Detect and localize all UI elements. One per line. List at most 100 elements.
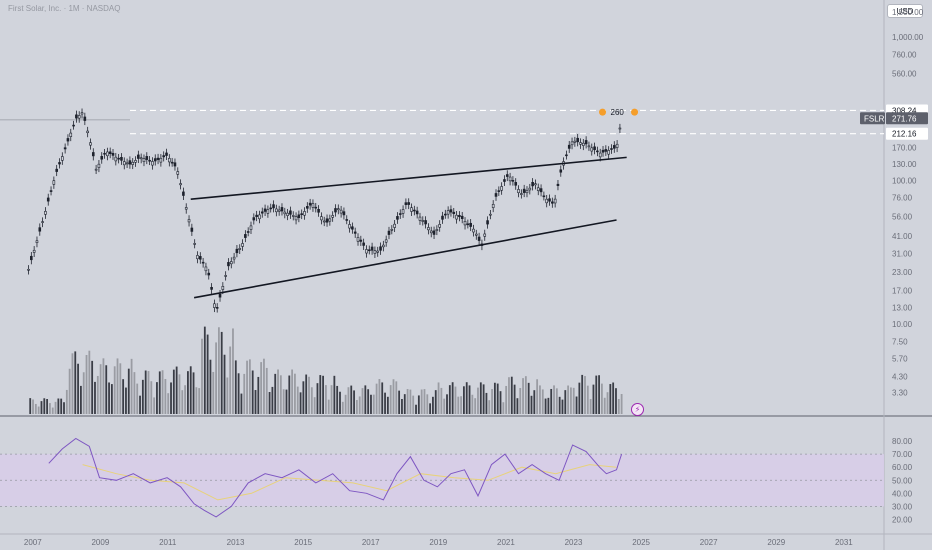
volume-bar xyxy=(229,346,232,414)
volume-bar xyxy=(522,378,524,414)
candle-body xyxy=(165,152,168,156)
candle-body xyxy=(517,189,520,194)
volume-bar xyxy=(322,375,324,414)
volume-bar xyxy=(251,370,254,414)
volume-bar xyxy=(263,358,265,414)
candle-body xyxy=(258,214,261,220)
volume-bar xyxy=(234,360,237,414)
candle-body xyxy=(294,216,298,221)
y-tick-label: 17.00 xyxy=(892,287,913,296)
candle-body xyxy=(556,183,560,186)
candle-body xyxy=(179,183,182,186)
candle-body xyxy=(590,147,594,152)
candle-body xyxy=(117,157,120,160)
candle-body xyxy=(520,193,523,195)
candle-body xyxy=(111,152,115,156)
candle-body xyxy=(199,256,202,260)
candle-body xyxy=(190,227,194,232)
candle-body xyxy=(224,275,227,277)
x-tick-label: 2025 xyxy=(632,538,650,547)
candle-body xyxy=(427,227,430,231)
volume-bar xyxy=(116,358,119,414)
volume-bar xyxy=(161,370,164,414)
volume-bar xyxy=(612,382,615,414)
volume-bar xyxy=(432,396,434,414)
volume-bar xyxy=(110,384,113,414)
candle-body xyxy=(514,182,518,186)
candle-body xyxy=(500,186,503,191)
candle-body xyxy=(44,211,47,215)
volume-bar xyxy=(189,366,192,414)
volume-bar xyxy=(463,386,465,414)
volume-bar xyxy=(141,379,144,414)
volume-bar xyxy=(395,381,398,414)
candle-body xyxy=(370,246,374,251)
rsi-line xyxy=(48,437,623,518)
volume-bar xyxy=(257,376,260,414)
candle-body xyxy=(97,163,101,168)
lightning-icon[interactable]: ⚡ xyxy=(631,403,644,416)
candle-body xyxy=(387,230,391,235)
volume-bar xyxy=(553,385,555,414)
trendline-upper xyxy=(190,156,627,201)
volume-bar xyxy=(375,383,378,414)
candle-body xyxy=(139,157,143,160)
candle-body xyxy=(122,161,126,166)
candle-body xyxy=(576,137,579,143)
last-price-tag: 271.76 xyxy=(892,114,917,123)
volume-bar xyxy=(46,399,49,414)
candle-body xyxy=(612,145,616,149)
candle-body xyxy=(80,112,84,115)
volume-bar xyxy=(527,382,530,414)
volume-bar xyxy=(367,389,370,414)
candle-body xyxy=(213,303,216,308)
candle-body xyxy=(91,152,95,157)
volume-bar xyxy=(550,388,553,414)
chart-title: First Solar, Inc. · 1M · NASDAQ xyxy=(8,4,121,13)
volume-bar xyxy=(296,386,299,414)
volume-bar xyxy=(392,379,395,414)
volume-bar xyxy=(454,386,457,414)
volume-bar xyxy=(330,385,333,414)
candle-body xyxy=(401,209,405,214)
volume-bar xyxy=(468,385,471,414)
candle-body xyxy=(398,213,402,215)
y-tick-label: 170.00 xyxy=(892,143,917,152)
volume-bar xyxy=(226,377,229,414)
candle-body xyxy=(263,208,267,212)
candle-body xyxy=(320,216,323,221)
candle-body xyxy=(106,151,109,157)
candle-body xyxy=(486,220,489,225)
volume-bar xyxy=(344,394,347,414)
rsi-tick-label: 40.00 xyxy=(892,489,913,498)
volume-bar xyxy=(164,379,167,414)
volume-bar xyxy=(558,396,561,414)
candle-body xyxy=(306,206,309,209)
volume-bar xyxy=(406,389,409,414)
volume-bar xyxy=(153,397,156,414)
volume-bar xyxy=(412,395,415,414)
candle-body xyxy=(382,244,385,248)
volume-bar xyxy=(420,389,423,414)
candle-body xyxy=(483,233,487,237)
candle-body xyxy=(252,217,256,221)
candle-body xyxy=(328,218,332,222)
candle-body xyxy=(283,211,287,215)
candle-body xyxy=(489,213,492,216)
volume-bar xyxy=(313,397,316,414)
candle-body xyxy=(235,248,239,254)
y-tick-label: 100.00 xyxy=(892,176,917,185)
candle-body xyxy=(125,162,129,165)
volume-bar xyxy=(578,382,581,414)
y-tick-label: 13.00 xyxy=(892,303,913,312)
volume-bar xyxy=(609,384,612,414)
volume-bar xyxy=(291,369,294,414)
x-tick-label: 2009 xyxy=(91,538,109,547)
volume-bar xyxy=(417,395,420,414)
currency-button[interactable]: USD xyxy=(887,4,923,18)
candle-body xyxy=(542,195,546,198)
candle-body xyxy=(449,209,453,213)
volume-bar xyxy=(446,394,448,414)
candle-body xyxy=(601,149,605,153)
